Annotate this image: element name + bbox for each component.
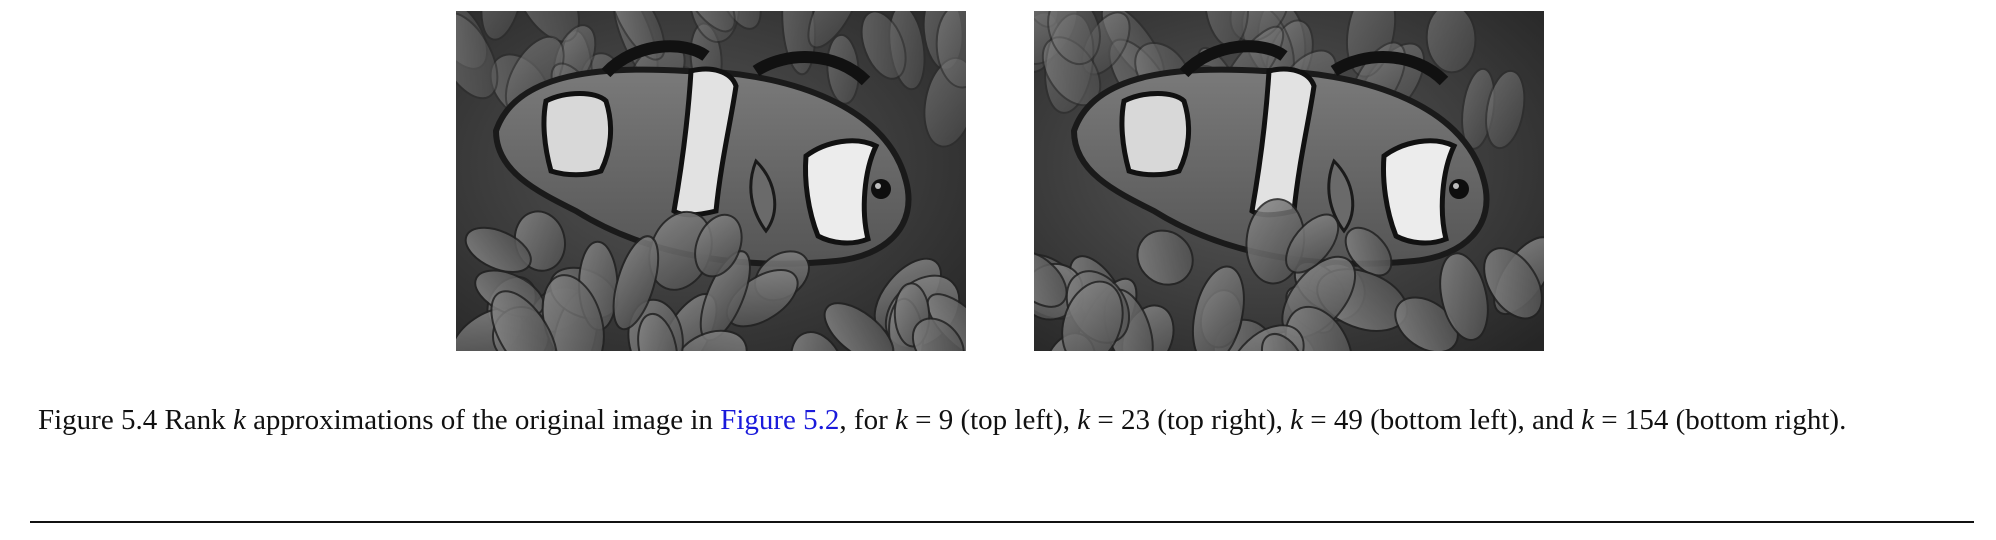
caption-eq-1: = 9 (top left), (907, 404, 1078, 436)
caption-var-k: k (1581, 404, 1594, 436)
figure-images (0, 11, 1996, 351)
caption-var-k: k (1077, 404, 1091, 436)
clownfish-image-rank-approx-left (456, 11, 966, 351)
clownfish-image-rank-approx-right (1034, 11, 1544, 351)
page-divider (30, 521, 1974, 523)
caption-eq-4: = 154 (bottom right). (1593, 404, 1847, 436)
caption-var-k: k (232, 404, 246, 436)
clownfish-photo (1034, 11, 1544, 351)
caption-eq-3: = 49 (bottom left), and (1302, 404, 1582, 436)
caption-eq-2: = 23 (top right), (1090, 404, 1291, 436)
figure-caption: Figure 5.4 Rank k approximations of the … (38, 401, 1968, 439)
caption-var-k: k (894, 404, 908, 436)
caption-var-k: k (1290, 404, 1303, 436)
clownfish-photo (456, 11, 966, 351)
figure-link[interactable]: Figure 5.2 (720, 404, 840, 436)
caption-lead: Figure 5.4 Rank (38, 404, 233, 436)
caption-text-2: , for (839, 404, 895, 436)
caption-text-1: approximations of the original image in (245, 404, 721, 436)
